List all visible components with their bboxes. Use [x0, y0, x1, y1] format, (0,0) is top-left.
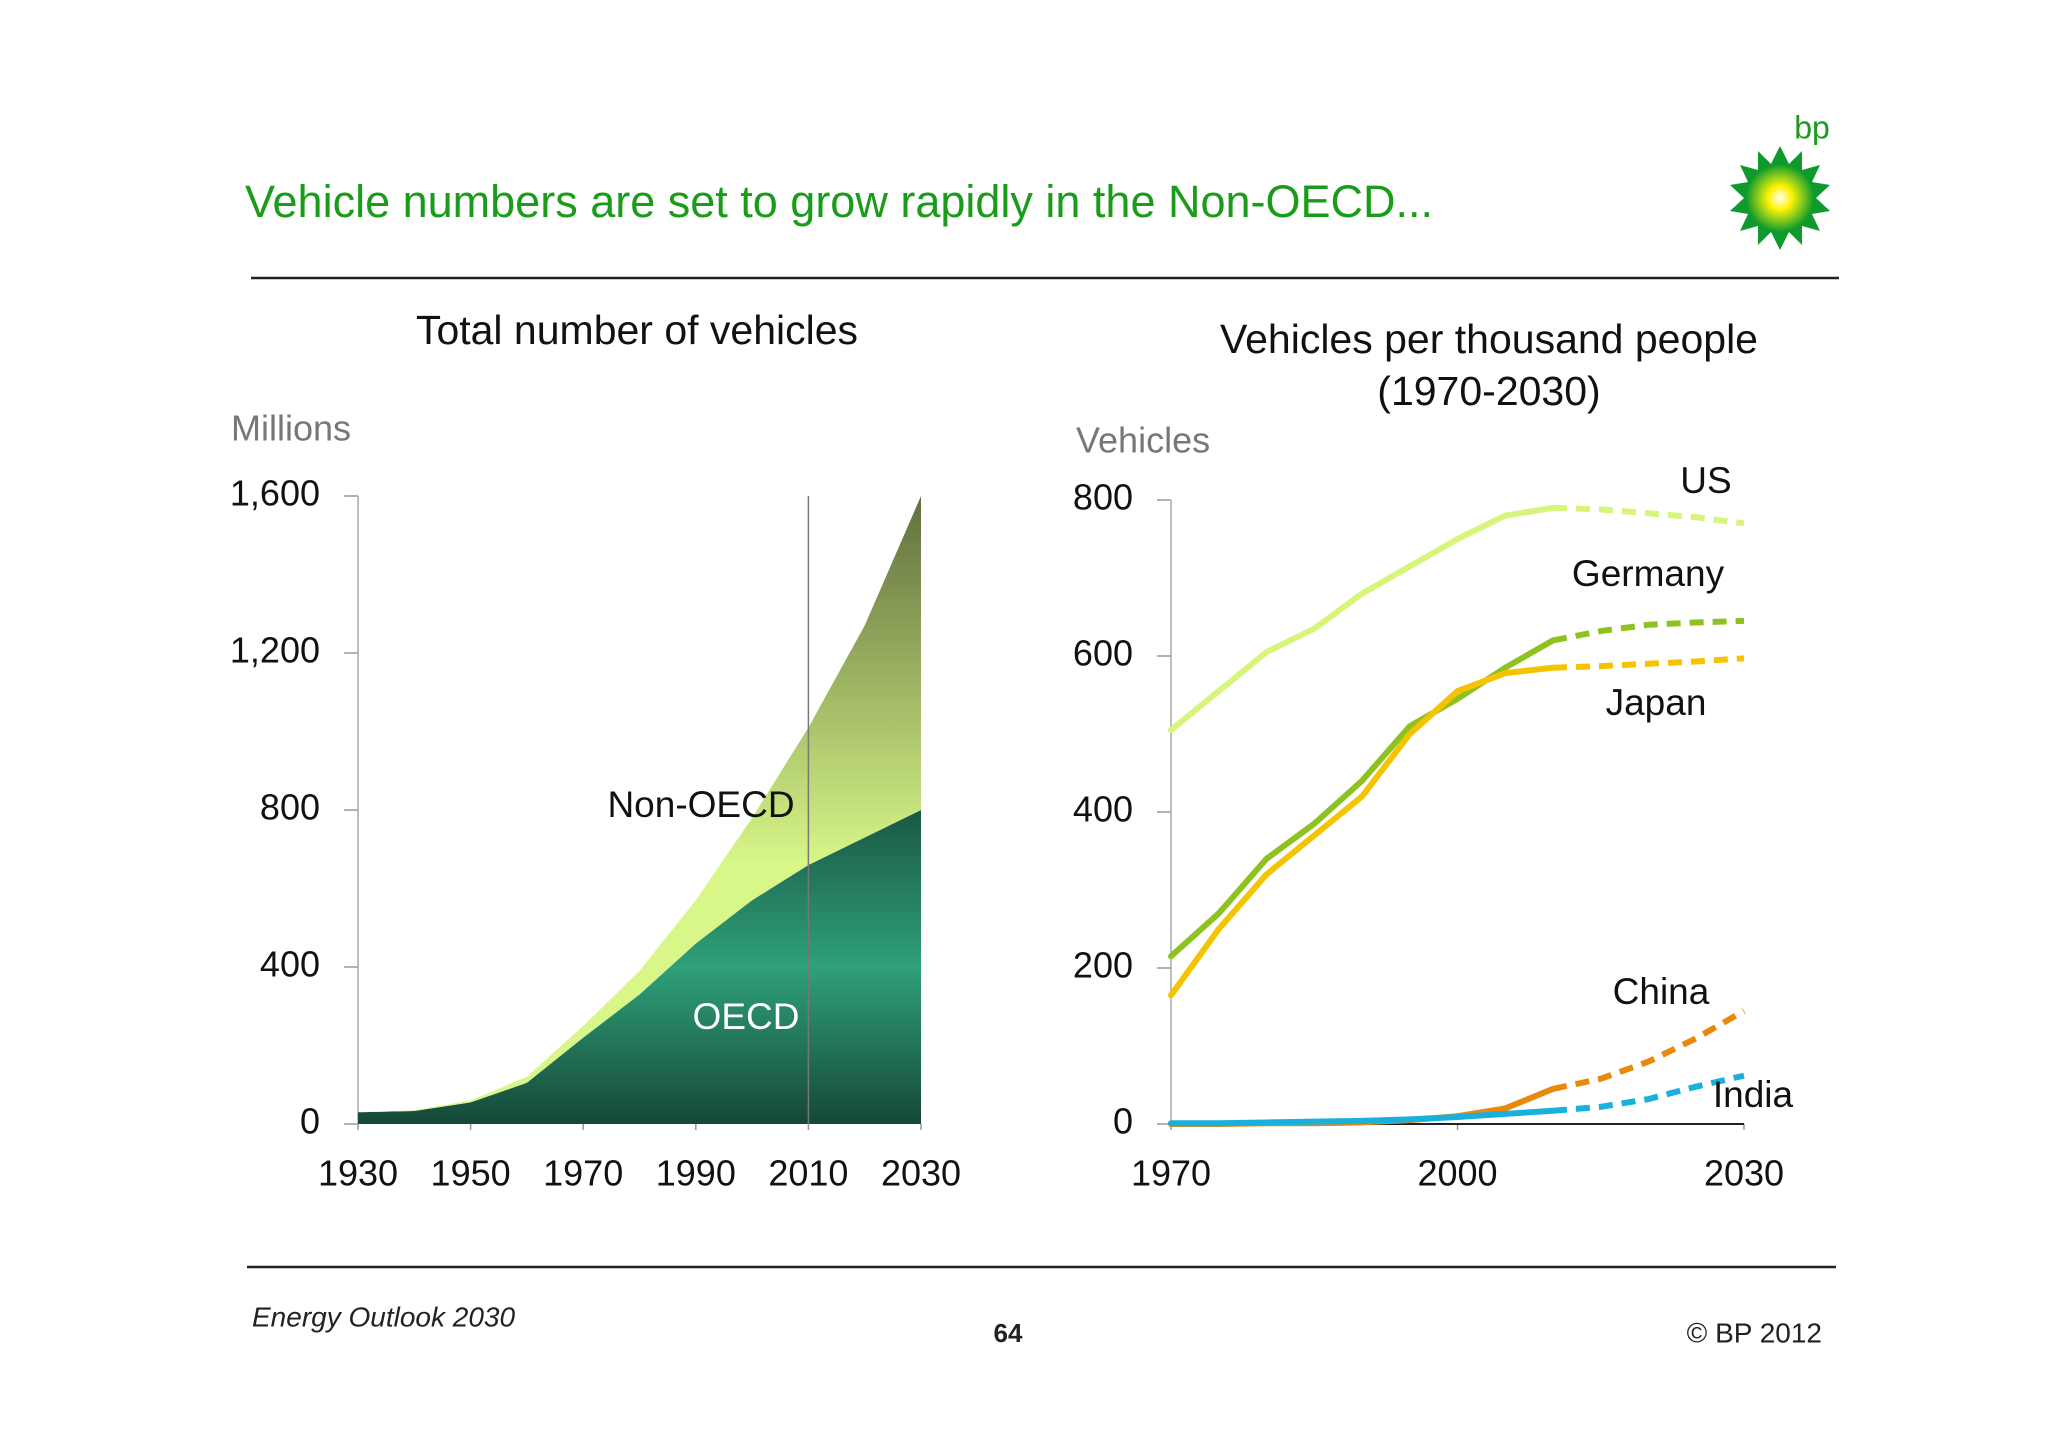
x-tick-label: 1990: [656, 1153, 736, 1194]
line-actual: [1168, 1107, 1556, 1127]
y-tick-label: 600: [1073, 633, 1133, 674]
page-number: 64: [994, 1318, 1023, 1348]
y-axis-label: Vehicles: [1076, 420, 1210, 461]
series-label: Germany: [1572, 553, 1725, 594]
y-tick-label: 1,200: [230, 630, 320, 671]
line-projection: [1552, 1072, 1745, 1114]
x-tick-label: 2030: [1704, 1153, 1784, 1194]
x-tick-label: 1970: [1131, 1153, 1211, 1194]
x-tick-label: 2010: [768, 1153, 848, 1194]
series-label: China: [1613, 971, 1710, 1012]
x-tick-label: 1970: [543, 1153, 623, 1194]
line-projection: [1552, 504, 1745, 527]
line-projection: [1552, 1008, 1746, 1092]
y-tick-label: 400: [260, 944, 320, 985]
y-axis-label: Millions: [231, 408, 351, 449]
x-tick-label: 2000: [1417, 1153, 1497, 1194]
y-tick-label: 0: [1113, 1101, 1133, 1142]
x-tick-label: 1930: [318, 1153, 398, 1194]
line-actual: [1168, 664, 1556, 999]
logo: [1730, 146, 1830, 250]
footer-source: Energy Outlook 2030: [252, 1301, 515, 1332]
y-tick-label: 1,600: [230, 473, 320, 514]
y-tick-label: 400: [1073, 789, 1133, 830]
series-label: Japan: [1606, 682, 1707, 723]
y-tick-label: 200: [1073, 945, 1133, 986]
area: [358, 810, 921, 1124]
x-tick-label: 2030: [881, 1153, 961, 1194]
chart-title: Vehicles per thousand people: [1220, 316, 1758, 362]
line-projection: [1552, 655, 1745, 671]
x-tick-label: 1950: [431, 1153, 511, 1194]
logo-text: bp: [1794, 109, 1830, 145]
series-label: US: [1680, 460, 1731, 501]
logo-sun: [1746, 164, 1814, 232]
area-label: Non-OECD: [607, 784, 794, 825]
slide-title: Vehicle numbers are set to grow rapidly …: [245, 176, 1433, 227]
y-tick-label: 0: [300, 1101, 320, 1142]
series-label: India: [1713, 1074, 1794, 1115]
line-actual: [1168, 504, 1556, 734]
area-label: OECD: [693, 996, 800, 1037]
chart-title: Total number of vehicles: [416, 307, 858, 353]
copyright: © BP 2012: [1687, 1317, 1822, 1348]
y-tick-label: 800: [260, 787, 320, 828]
line-projection: [1552, 617, 1745, 644]
y-tick-label: 800: [1073, 477, 1133, 518]
chart-subtitle: (1970-2030): [1377, 368, 1600, 414]
